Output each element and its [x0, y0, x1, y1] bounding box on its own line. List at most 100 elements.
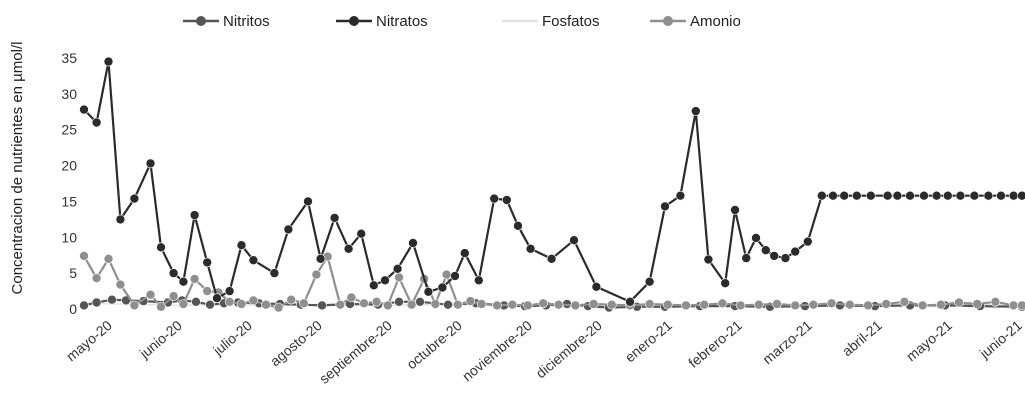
- data-point-amonio: [441, 269, 452, 280]
- data-point-nitratos: [931, 190, 942, 201]
- data-point-nitratos: [1008, 190, 1019, 201]
- y-tick-label: 5: [69, 265, 77, 281]
- data-point-nitratos: [408, 238, 418, 248]
- data-point-nitratos: [983, 190, 994, 201]
- series-nitratos: [79, 56, 1025, 307]
- data-point-nitratos: [473, 275, 484, 286]
- data-point-amonio: [79, 251, 89, 261]
- data-point-amonio: [115, 279, 126, 290]
- data-point-nitratos: [839, 190, 850, 201]
- data-point-nitritos: [394, 296, 404, 307]
- legend-label: Amonio: [690, 13, 741, 30]
- data-point-nitratos: [91, 117, 102, 128]
- data-point-nitratos: [459, 248, 470, 258]
- data-point-amonio: [129, 300, 140, 311]
- data-point-nitritos: [205, 299, 215, 310]
- data-point-nitratos: [625, 296, 635, 307]
- data-point-amonio: [359, 298, 369, 309]
- data-point-nitratos: [942, 190, 953, 201]
- x-tick-label: mayo-21: [903, 317, 955, 364]
- data-point-nitritos: [415, 296, 425, 307]
- data-point-nitratos: [919, 190, 929, 201]
- legend-item-nitratos: Nitratos: [336, 13, 428, 30]
- data-point-nitratos: [423, 286, 434, 297]
- data-point-nitratos: [851, 190, 862, 201]
- x-axis-ticks: mayo-20 junio-20 julio-20 agosto-20septiemb…: [63, 317, 1025, 387]
- data-point-amonio: [1008, 300, 1019, 311]
- legend-marker: [663, 16, 673, 26]
- data-point-nitratos: [380, 275, 390, 286]
- data-point-amonio: [382, 300, 393, 311]
- data-point-nitratos: [720, 278, 731, 289]
- data-point-nitratos: [329, 213, 340, 223]
- data-point-amonio: [248, 295, 259, 306]
- data-point-amonio: [644, 299, 655, 309]
- data-point-amonio: [91, 273, 102, 284]
- data-point-nitratos: [269, 268, 280, 278]
- data-point-amonio: [394, 272, 404, 283]
- data-point-amonio: [145, 289, 156, 300]
- data-point-amonio: [553, 299, 564, 310]
- data-point-nitratos: [569, 235, 579, 245]
- data-point-amonio: [990, 296, 1001, 307]
- x-tick-label: junio-21: [976, 317, 1025, 362]
- data-point-nitratos: [392, 263, 403, 274]
- data-point-amonio: [972, 299, 983, 309]
- data-point-nitratos: [236, 240, 247, 250]
- data-point-amonio: [492, 300, 502, 311]
- x-tick-label: octubre-20: [403, 317, 465, 372]
- data-point-nitratos: [703, 254, 714, 265]
- data-point-amonio: [452, 299, 463, 310]
- data-point-amonio: [156, 301, 166, 312]
- data-point-nitratos: [996, 190, 1006, 201]
- data-point-amonio: [261, 299, 271, 310]
- data-point-amonio: [681, 300, 691, 311]
- data-point-nitratos: [283, 224, 294, 235]
- data-point-nitratos: [202, 257, 212, 268]
- data-point-nitratos: [969, 190, 980, 201]
- data-point-nitratos: [489, 193, 500, 204]
- data-point-amonio: [465, 296, 476, 306]
- data-point-amonio: [311, 269, 322, 280]
- data-point-amonio: [790, 300, 801, 311]
- data-point-nitritos: [91, 297, 102, 308]
- data-point-nitratos: [368, 280, 379, 291]
- x-tick-label: septiembre-20: [316, 317, 395, 387]
- data-point-nitritos: [191, 296, 201, 307]
- data-point-nitratos: [546, 253, 557, 264]
- x-tick-label: diciembre-20: [533, 317, 605, 381]
- y-tick-label: 25: [61, 122, 77, 138]
- data-point-amonio: [224, 296, 235, 307]
- data-point-amonio: [899, 296, 910, 307]
- data-point-nitratos: [315, 253, 326, 264]
- data-point-amonio: [189, 274, 200, 284]
- legend-label: Fosfatos: [542, 13, 600, 30]
- data-point-nitratos: [145, 158, 156, 169]
- x-tick-label: abril-21: [839, 317, 885, 359]
- y-tick-label: 20: [61, 158, 77, 174]
- data-point-nitratos: [103, 56, 114, 67]
- legend-label: Nitratos: [376, 13, 428, 30]
- data-point-amonio: [273, 302, 284, 313]
- data-point-nitratos: [129, 193, 140, 204]
- data-point-nitratos: [189, 210, 200, 220]
- data-point-nitratos: [675, 190, 686, 201]
- series-line-nitratos: [83, 60, 1022, 303]
- data-point-nitratos: [892, 190, 903, 201]
- data-point-amonio: [570, 300, 581, 311]
- data-point-amonio: [844, 299, 855, 310]
- legend-marker: [196, 16, 206, 26]
- data-point-amonio: [178, 299, 189, 309]
- data-point-nitratos: [816, 190, 827, 201]
- series-amonio: [79, 251, 1025, 313]
- data-point-nitratos: [955, 190, 966, 201]
- legend-item-fosfatos: Fosfatos: [502, 13, 600, 30]
- data-point-nitratos: [303, 196, 313, 207]
- data-point-nitritos: [317, 300, 327, 311]
- y-axis-ticks: 0 5 10 15 20 25 30 35: [61, 50, 77, 317]
- data-point-amonio: [808, 299, 819, 310]
- data-point-nitratos: [79, 104, 89, 115]
- data-point-nitratos: [790, 246, 801, 257]
- data-point-nitritos: [107, 294, 117, 305]
